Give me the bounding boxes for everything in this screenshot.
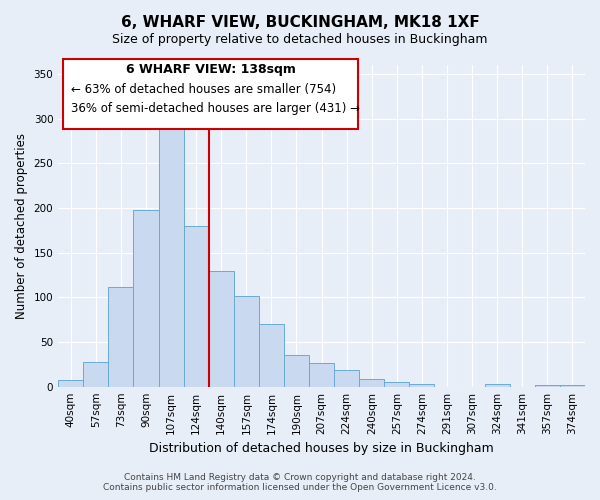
Bar xyxy=(560,385,585,386)
Y-axis label: Number of detached properties: Number of detached properties xyxy=(15,133,28,319)
Bar xyxy=(158,128,184,386)
Text: 6, WHARF VIEW, BUCKINGHAM, MK18 1XF: 6, WHARF VIEW, BUCKINGHAM, MK18 1XF xyxy=(121,15,479,30)
Bar xyxy=(133,210,158,386)
Bar xyxy=(359,378,385,386)
Bar xyxy=(58,380,83,386)
Bar xyxy=(184,226,209,386)
Text: 6 WHARF VIEW: 138sqm: 6 WHARF VIEW: 138sqm xyxy=(126,64,296,76)
Bar xyxy=(535,385,560,386)
Bar xyxy=(309,362,334,386)
Text: Size of property relative to detached houses in Buckingham: Size of property relative to detached ho… xyxy=(112,32,488,46)
Bar xyxy=(485,384,510,386)
Bar xyxy=(234,296,259,386)
Text: 36% of semi-detached houses are larger (431) →: 36% of semi-detached houses are larger (… xyxy=(71,102,361,115)
Bar xyxy=(209,270,234,386)
Text: ← 63% of detached houses are smaller (754): ← 63% of detached houses are smaller (75… xyxy=(71,82,337,96)
Bar xyxy=(385,382,409,386)
FancyBboxPatch shape xyxy=(64,58,358,130)
Bar xyxy=(259,324,284,386)
Bar xyxy=(109,288,133,386)
Bar xyxy=(334,370,359,386)
Bar xyxy=(83,362,109,386)
Bar xyxy=(409,384,434,386)
X-axis label: Distribution of detached houses by size in Buckingham: Distribution of detached houses by size … xyxy=(149,442,494,455)
Text: Contains HM Land Registry data © Crown copyright and database right 2024.
Contai: Contains HM Land Registry data © Crown c… xyxy=(103,473,497,492)
Bar xyxy=(284,356,309,386)
